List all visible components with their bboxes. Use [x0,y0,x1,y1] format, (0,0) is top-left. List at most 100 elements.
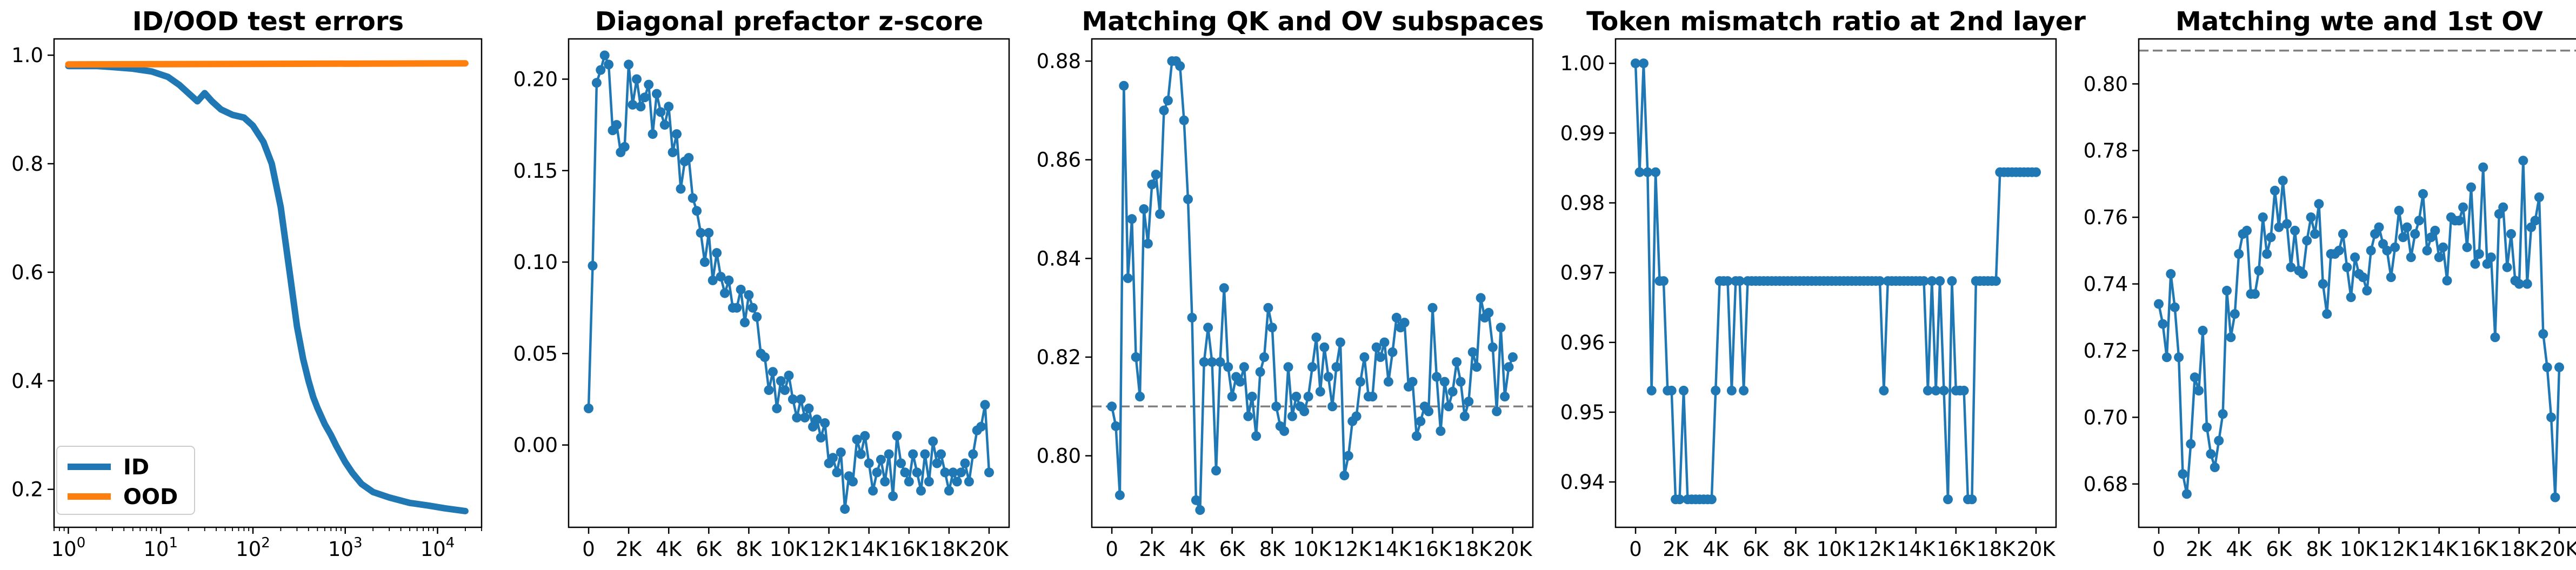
data-point [1163,96,1173,106]
data-point [2362,285,2372,296]
data-point [752,312,762,322]
x-tick-label: 18K [1453,538,1493,561]
x-tick-label: 8K [1259,538,1286,561]
x-tick-label: 12K [810,538,849,561]
data-point [2218,409,2228,419]
data-point [1919,276,1929,286]
x-tick-label: 2K [616,538,643,561]
x-tick-label: 6K [1219,538,1246,561]
y-tick-label: 0.72 [2084,339,2128,363]
x-tick-label: 6K [696,538,723,561]
x-tick-label: 4K [2226,538,2253,561]
series-line-1 [65,60,469,68]
data-point [1131,352,1141,362]
data-point [704,227,714,238]
data-point [1207,357,1217,367]
data-point [1416,416,1426,426]
x-tick-label: 14K [1373,538,1413,561]
data-point [2342,262,2352,272]
data-point [832,467,842,478]
data-point [2430,225,2440,236]
panel-title: Matching QK and OV subspaces [1082,6,1544,37]
data-point [2154,299,2164,309]
data-point [1219,283,1229,293]
data-point [2542,362,2552,372]
data-point [2314,199,2324,209]
data-point [932,458,942,468]
x-tick-label: 16K [1413,538,1453,561]
data-point [2502,262,2512,272]
y-tick-label: 0.68 [2084,473,2128,496]
data-point [1931,385,1941,395]
data-point [2442,276,2452,286]
data-point [2202,422,2212,432]
data-point [1879,385,1889,395]
panel-token-mismatch-ratio: Token mismatch ratio at 2nd layer 0.94 0.… [1560,6,2086,561]
data-point [1351,411,1362,421]
data-point [1407,377,1418,387]
data-point [604,59,614,70]
x-tick-label: 10K [1817,538,1856,561]
data-point [1923,385,1933,395]
data-point [896,458,906,468]
x-tick-label: 10K [2340,538,2379,561]
data-point [2338,229,2348,239]
data-point [2322,309,2332,319]
data-point [1496,323,1506,333]
data-point [1399,318,1410,328]
data-point [1243,411,1253,421]
data-point [864,458,874,468]
data-point [780,385,790,395]
data-point [848,477,858,487]
data-point [1411,431,1422,441]
y-tick-label: 0.05 [513,342,558,365]
data-point [872,467,882,478]
data-point [2414,216,2424,226]
data-point [2550,492,2560,502]
y-tick-label: 0.6 [11,261,43,284]
data-point [1875,276,1885,286]
data-point [692,206,702,216]
data-point [1191,495,1201,505]
data-point [699,257,710,267]
data-point [591,78,602,88]
y-tick-label: 0.99 [1560,122,1605,145]
data-point [2186,439,2196,449]
x-tick-label: 8K [736,538,763,561]
data-point [2334,245,2344,256]
plot-frame [1614,38,2057,528]
plot-frame [53,38,483,528]
data-point [892,431,902,441]
data-point [800,412,810,423]
data-point [1739,385,1749,395]
data-point [1711,385,1721,395]
data-point [2374,222,2384,232]
y-tick-label: 0.10 [513,251,558,274]
data-point [868,486,878,496]
data-point [888,491,898,501]
data-point [636,102,646,112]
data-point [924,477,934,487]
data-point [1223,362,1233,372]
x-tick-label: 2K [1139,538,1166,561]
plot-frame [2138,38,2576,528]
y-tick-label: 0.20 [513,68,558,91]
data-point [652,89,662,99]
data-point [732,303,742,313]
x-tick-label: 2K [1663,538,1690,561]
data-point [812,414,822,425]
x-tick-label: 10K [770,538,809,561]
panel-matching-wte-and-1st-ov: Matching wte and 1st OV 0.68 0.70 0.72 0.74… [2084,6,2576,561]
data-point [1432,372,1442,382]
data-point [2170,302,2180,312]
panel-title: Matching wte and 1st OV [2175,6,2543,37]
data-point [856,449,866,459]
y-tick-label: 0.96 [1560,331,1605,354]
data-point [2210,462,2220,472]
data-point [1484,307,1494,318]
data-point [712,248,722,258]
data-point [720,288,730,298]
data-point [639,92,650,103]
data-point [852,434,862,445]
data-point [2278,176,2288,186]
